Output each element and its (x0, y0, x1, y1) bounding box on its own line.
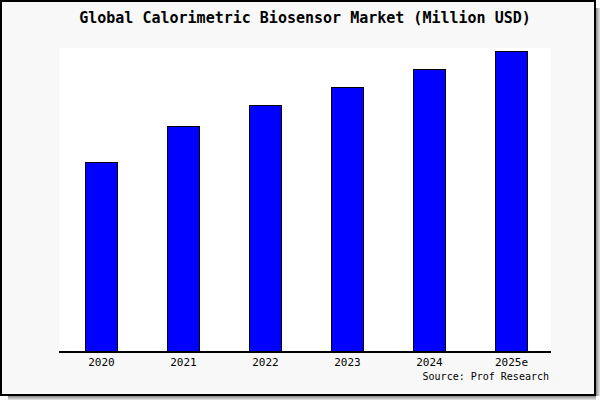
bar-2022 (249, 105, 282, 351)
bar-2025e (495, 51, 528, 351)
bar-2024 (413, 69, 446, 351)
x-tick-label-2025e: 2025e (495, 356, 528, 369)
plot-area (59, 48, 551, 353)
shadow-right (596, 8, 600, 396)
chart-frame: Global Calorimetric Biosensor Market (Mi… (0, 0, 596, 396)
shadow-bottom (8, 396, 596, 400)
x-tick-label-2020: 2020 (88, 356, 115, 369)
x-tick-label-2023: 2023 (334, 356, 361, 369)
bar-2023 (331, 87, 364, 351)
x-tick-label-2022: 2022 (252, 356, 279, 369)
source-caption: Source: Prof Research (423, 371, 549, 382)
x-axis-ticks: 2020 2021 2022 2023 2024 2025e (59, 356, 551, 372)
bar-2021 (167, 126, 200, 351)
bar-2020 (85, 162, 118, 351)
x-tick-label-2024: 2024 (416, 356, 443, 369)
chart-title: Global Calorimetric Biosensor Market (Mi… (59, 9, 551, 27)
x-tick-label-2021: 2021 (170, 356, 197, 369)
